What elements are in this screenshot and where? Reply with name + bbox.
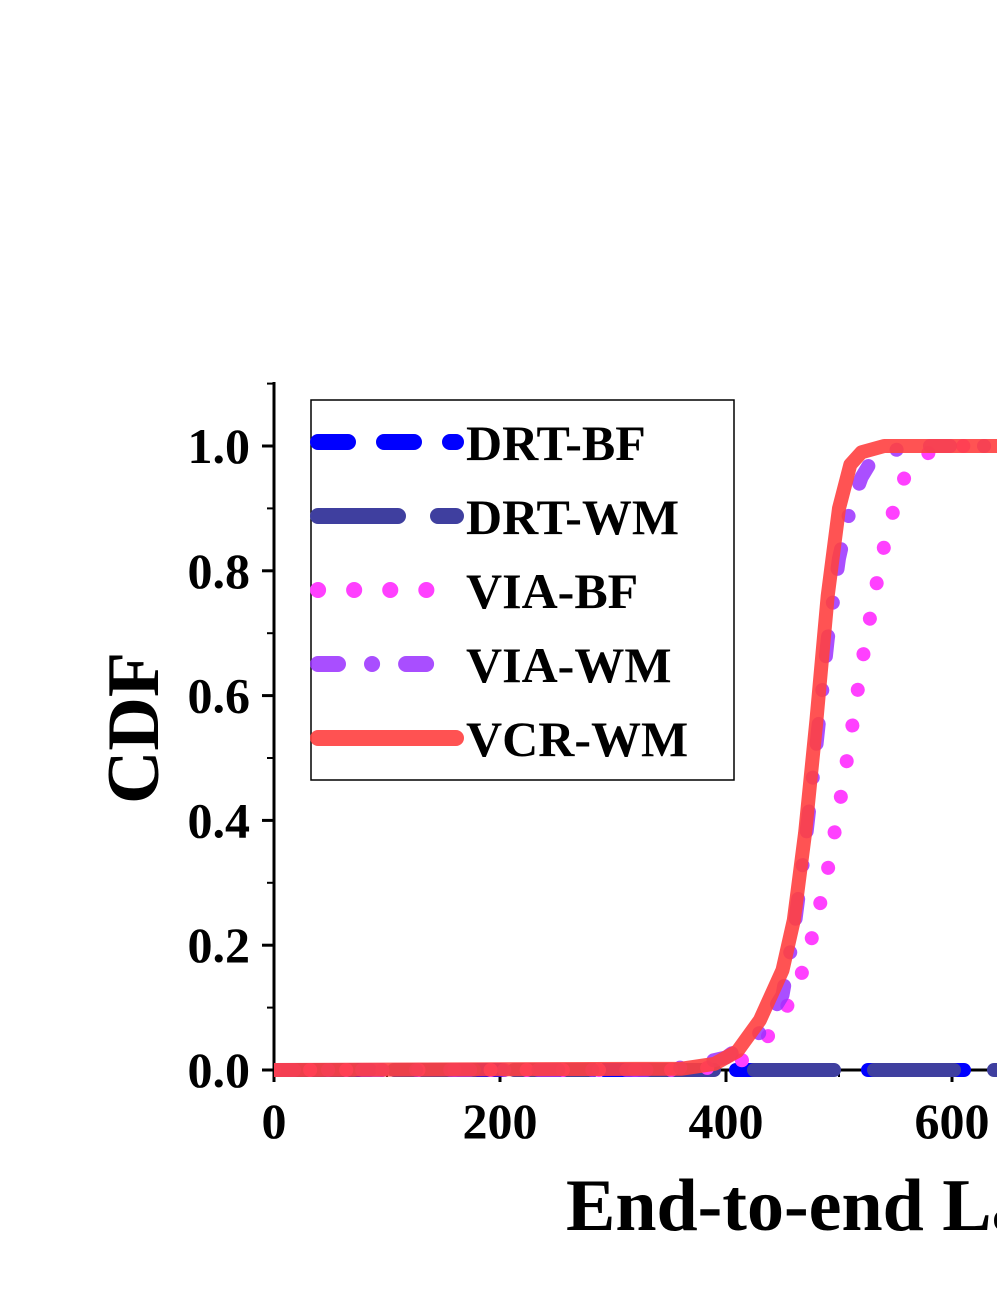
legend-label-via-wm: VIA-WM	[466, 637, 672, 693]
y-axis-title: CDF	[93, 652, 175, 804]
y-tick-label: 1.0	[188, 418, 251, 474]
series-line-vcr-wm	[274, 439, 997, 1077]
y-tick-label: 0.4	[188, 792, 251, 848]
legend-label-drt-wm: DRT-WM	[466, 489, 679, 545]
y-tick-label: 0.0	[188, 1042, 251, 1098]
y-tick-label: 0.6	[188, 668, 251, 724]
legend-label-drt-bf: DRT-BF	[466, 415, 646, 471]
x-tick-label: 400	[689, 1093, 764, 1149]
y-tick-label: 0.2	[188, 917, 251, 973]
x-tick-label: 600	[915, 1093, 990, 1149]
legend-box	[310, 399, 735, 781]
legend: DRT-BF DRT-WM VIA-BF VIA-WM VCR-WM	[310, 399, 735, 781]
x-tick-label: 200	[463, 1093, 538, 1149]
x-axis-title: End-to-end Latency (ms)	[566, 1165, 997, 1247]
x-tick-label: 0	[262, 1093, 287, 1149]
legend-label-via-bf: VIA-BF	[466, 563, 638, 619]
legend-label-vcr-wm: VCR-WM	[466, 711, 688, 767]
series-layer	[274, 439, 997, 1077]
y-tick-label: 0.8	[188, 543, 251, 599]
axes: 0.0 0.2 0.4 0.6 0.8 1.0 0 200 400 600	[188, 382, 997, 1149]
